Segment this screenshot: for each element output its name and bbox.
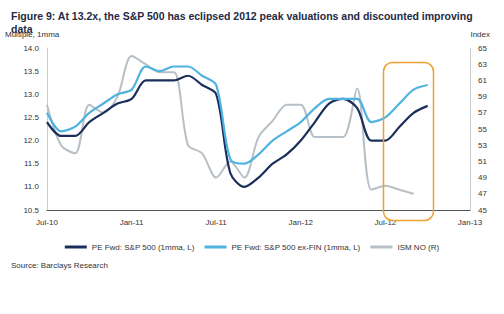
svg-text:45: 45 — [478, 206, 487, 215]
svg-text:Index: Index — [470, 30, 490, 39]
svg-text:14.0: 14.0 — [23, 44, 39, 53]
svg-text:Figure 9: At 13.2x, the S&P 50: Figure 9: At 13.2x, the S&P 500 has ecli… — [11, 10, 476, 22]
svg-text:Source: Barclays Research: Source: Barclays Research — [11, 261, 108, 270]
svg-text:12.0: 12.0 — [23, 136, 39, 145]
svg-text:65: 65 — [478, 44, 487, 53]
svg-text:51: 51 — [478, 157, 487, 166]
svg-text:Jan-11: Jan-11 — [120, 218, 144, 227]
svg-text:55: 55 — [478, 125, 487, 134]
svg-text:63: 63 — [478, 60, 487, 69]
svg-text:61: 61 — [478, 76, 487, 85]
svg-text:Jul-12: Jul-12 — [375, 218, 397, 227]
svg-text:10.5: 10.5 — [23, 206, 39, 215]
svg-text:ISM NO (R): ISM NO (R) — [397, 243, 439, 252]
svg-text:53: 53 — [478, 141, 487, 150]
svg-text:PE Fwd: S&P 500 (1mma, L): PE Fwd: S&P 500 (1mma, L) — [92, 243, 195, 252]
svg-text:13.0: 13.0 — [23, 90, 39, 99]
svg-text:PE Fwd: S&P 500 ex-FIN (1mma,: PE Fwd: S&P 500 ex-FIN (1mma, L) — [232, 243, 361, 252]
svg-text:47: 47 — [478, 189, 487, 198]
svg-text:11.5: 11.5 — [24, 159, 40, 168]
svg-text:Jan-13: Jan-13 — [458, 218, 483, 227]
svg-text:13.5: 13.5 — [23, 67, 39, 76]
svg-text:Jul-10: Jul-10 — [36, 218, 58, 227]
svg-text:49: 49 — [478, 173, 487, 182]
svg-text:Jul-11: Jul-11 — [206, 218, 228, 227]
svg-text:12.5: 12.5 — [23, 113, 39, 122]
svg-text:57: 57 — [478, 108, 487, 117]
svg-text:11.0: 11.0 — [24, 182, 40, 191]
svg-text:59: 59 — [478, 92, 487, 101]
svg-text:data: data — [11, 23, 33, 35]
svg-text:Jan-12: Jan-12 — [289, 218, 314, 227]
